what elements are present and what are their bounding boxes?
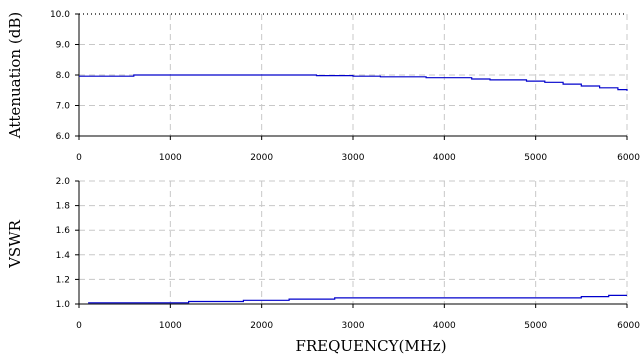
x-axis-title: FREQUENCY(MHz)	[295, 337, 446, 355]
y-tick-label: 7.0	[56, 102, 71, 112]
y-axis-title: VSWR	[6, 219, 24, 269]
x-tick-label: 3000	[342, 153, 365, 163]
series-line	[88, 294, 627, 304]
x-tick-label: 2000	[250, 321, 273, 331]
x-tick-label: 4000	[433, 321, 456, 331]
y-tick-label: 1.4	[56, 251, 71, 261]
y-tick-label: 1.6	[56, 226, 71, 236]
x-tick-label: 0	[76, 321, 82, 331]
x-tick-label: 3000	[342, 321, 365, 331]
y-tick-label: 1.2	[56, 275, 70, 285]
x-tick-label: 1000	[159, 153, 182, 163]
y-tick-label: 1.0	[56, 300, 71, 310]
y-axis-title: Attenuation (dB)	[6, 12, 24, 139]
attenuation-panel: 6.0 7.0 8.0 9.0 10.0 0 1000 2000 3000 4000 5000 600…	[6, 10, 640, 163]
x-tick-label: 5000	[524, 321, 547, 331]
x-tick-label: 5000	[524, 153, 547, 163]
y-tick-label: 9.0	[56, 41, 71, 51]
x-tick-label: 6000	[617, 153, 640, 163]
y-tick-label: 6.0	[56, 132, 71, 142]
x-tick-label: 2000	[250, 153, 273, 163]
x-tick-label: 0	[76, 153, 82, 163]
y-tick-label: 2.0	[56, 177, 71, 187]
x-tick-label: 6000	[617, 321, 640, 331]
y-tick-label: 10.0	[50, 10, 70, 20]
series-line	[79, 74, 628, 91]
x-tick-label: 4000	[433, 153, 456, 163]
y-tick-label: 8.0	[56, 71, 71, 81]
x-tick-label: 1000	[159, 321, 182, 331]
vswr-panel: 1.0 1.2 1.4 1.6 1.8 2.0 0 1000 2000 3000 4000 5000 6…	[6, 177, 640, 355]
y-tick-label: 1.8	[56, 202, 71, 212]
